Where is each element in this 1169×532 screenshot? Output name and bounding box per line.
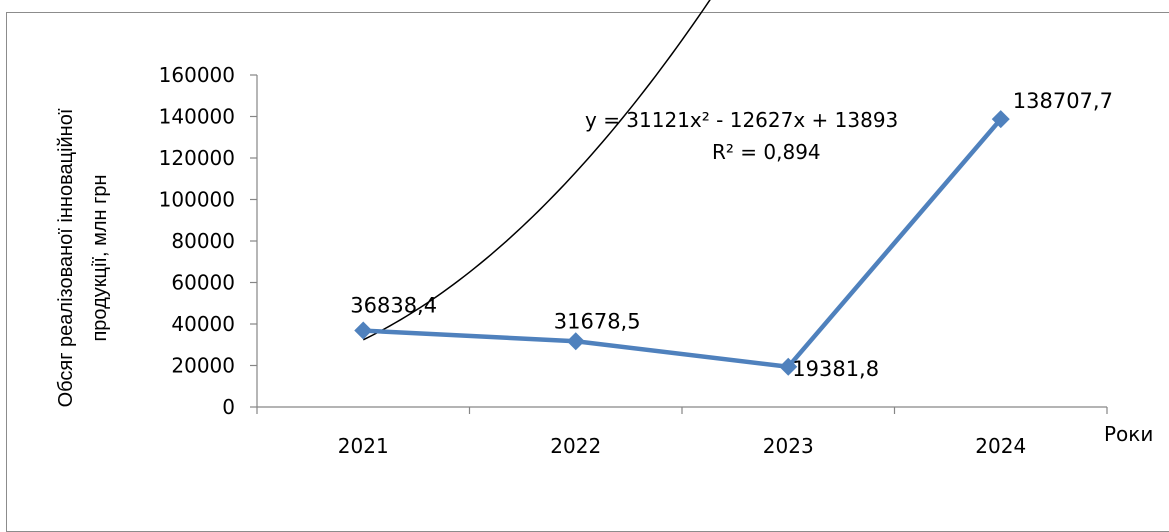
y-tick-label: 80000 bbox=[171, 229, 235, 253]
data-point-marker bbox=[991, 110, 1010, 129]
trendline-equation: y = 31121x² - 12627x + 13893 R² = 0,894 bbox=[585, 108, 898, 164]
y-tick-label: 20000 bbox=[171, 354, 235, 378]
y-axis-title-line-1: Обсяг реалізованої інноваційної bbox=[55, 108, 77, 407]
trendline-curve bbox=[362, 0, 711, 341]
y-tick-label: 100000 bbox=[159, 188, 235, 212]
series-line bbox=[354, 110, 1010, 376]
y-tick-label: 120000 bbox=[159, 146, 235, 170]
data-point-marker bbox=[779, 357, 798, 376]
trendline bbox=[362, 0, 711, 341]
y-tick-label: 60000 bbox=[171, 271, 235, 295]
data-label: 138707,7 bbox=[1013, 89, 1113, 113]
data-label: 19381,8 bbox=[792, 357, 879, 381]
y-tick-label: 160000 bbox=[159, 63, 235, 87]
y-axis-title-line-2: продукції, млн грн bbox=[89, 174, 111, 341]
data-label: 36838,4 bbox=[350, 294, 437, 318]
x-tick-label: 2024 bbox=[975, 434, 1026, 458]
y-tick-label: 40000 bbox=[171, 312, 235, 336]
data-point-marker bbox=[566, 332, 585, 351]
x-tick-label: 2021 bbox=[338, 434, 389, 458]
y-axis-title: Обсяг реалізованої інноваційної продукці… bbox=[55, 108, 111, 407]
trendline-equation-text: y = 31121x² - 12627x + 13893 bbox=[585, 108, 898, 132]
trendline-r-squared: R² = 0,894 bbox=[712, 140, 821, 164]
y-tick-label: 140000 bbox=[159, 105, 235, 129]
data-point-marker bbox=[354, 321, 373, 340]
x-tick-label: 2022 bbox=[550, 434, 601, 458]
axes: 0 20000 40000 60000 80000 100000 120000 140000 1… bbox=[159, 63, 1108, 458]
x-tick-label: 2023 bbox=[763, 434, 814, 458]
series-polyline bbox=[363, 117, 1003, 370]
data-label: 31678,5 bbox=[554, 309, 641, 333]
data-labels: 36838,4 31678,5 19381,8 138707,7 bbox=[350, 89, 1113, 381]
x-axis-title: Роки bbox=[1104, 422, 1153, 446]
y-tick-label: 0 bbox=[222, 395, 235, 419]
